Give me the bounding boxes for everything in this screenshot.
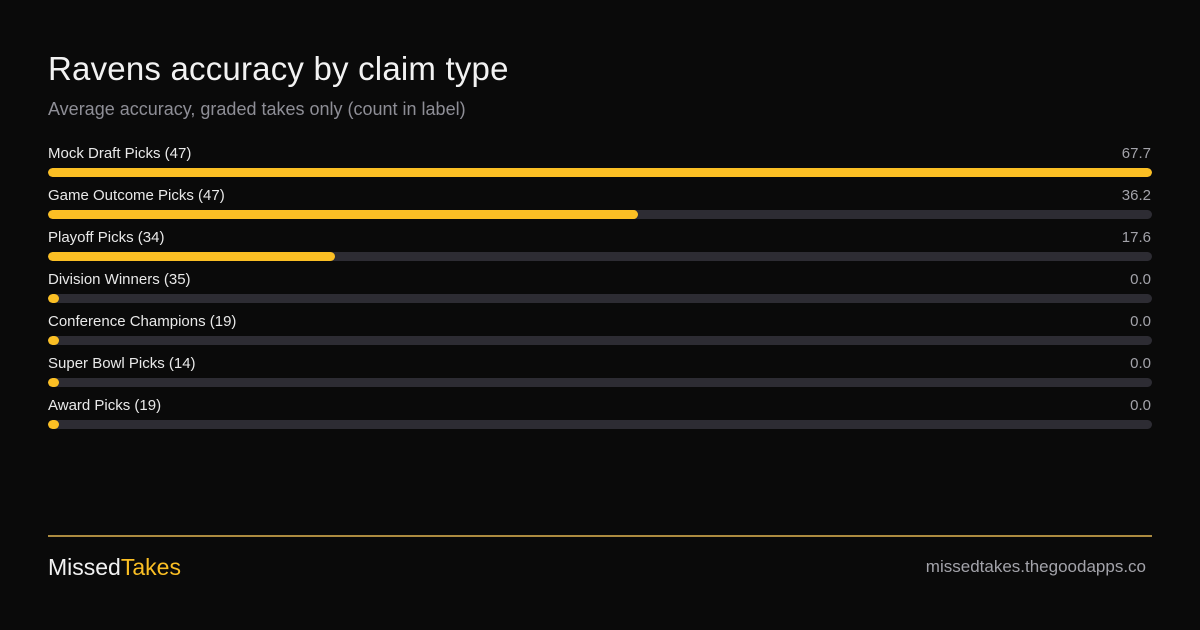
bar-track — [48, 294, 1152, 303]
bar-fill — [48, 336, 59, 345]
bar-row: Division Winners (35) 0.0 — [48, 268, 1152, 310]
bar-label: Super Bowl Picks (14) — [48, 355, 196, 372]
bar-track — [48, 168, 1152, 177]
bar-value-label: 0.0 — [1130, 397, 1151, 414]
chart-title: Ravens accuracy by claim type — [48, 50, 509, 87]
brand-logo: MissedTakes — [48, 554, 181, 581]
bar-row: Award Picks (19) 0.0 — [48, 394, 1152, 436]
bar-label: Mock Draft Picks (47) — [48, 145, 192, 162]
bar-label: Conference Champions (19) — [48, 313, 237, 330]
bar-fill — [48, 420, 59, 429]
site-url: missedtakes.thegoodapps.co — [925, 557, 1146, 576]
bar-track — [48, 210, 1152, 219]
bar-value-label: 36.2 — [1121, 187, 1151, 204]
bar-row: Playoff Picks (34) 17.6 — [48, 226, 1152, 268]
chart-subtitle: Average accuracy, graded takes only (cou… — [48, 99, 466, 119]
bar-row: Conference Champions (19) 0.0 — [48, 310, 1152, 352]
bar-track — [48, 378, 1152, 387]
bar-label: Playoff Picks (34) — [48, 229, 165, 246]
bar-label: Award Picks (19) — [48, 397, 162, 414]
bar-label: Game Outcome Picks (47) — [48, 187, 225, 204]
bar-track — [48, 420, 1152, 429]
bar-fill — [48, 378, 59, 387]
bar-value-label: 17.6 — [1121, 229, 1151, 246]
brand-logo-part1: Missed — [48, 554, 121, 580]
bar-row: Game Outcome Picks (47) 36.2 — [48, 184, 1152, 226]
bar-chart: Mock Draft Picks (47) 67.7 Game Outcome Pi… — [48, 142, 1152, 436]
bar-value-label: 67.7 — [1121, 145, 1151, 162]
bar-fill — [48, 252, 335, 261]
brand-logo-part2: Takes — [120, 554, 181, 580]
bar-fill — [48, 294, 59, 303]
bar-label: Division Winners (35) — [48, 271, 191, 288]
bar-row: Mock Draft Picks (47) 67.7 — [48, 142, 1152, 184]
bar-value-label: 0.0 — [1130, 355, 1151, 372]
bar-fill — [48, 168, 1152, 177]
bar-fill — [48, 210, 639, 219]
footer-divider — [48, 535, 1152, 537]
bar-track — [48, 336, 1152, 345]
bar-track — [48, 252, 1152, 261]
bar-value-label: 0.0 — [1130, 271, 1151, 288]
bar-row: Super Bowl Picks (14) 0.0 — [48, 352, 1152, 394]
bar-value-label: 0.0 — [1130, 313, 1151, 330]
